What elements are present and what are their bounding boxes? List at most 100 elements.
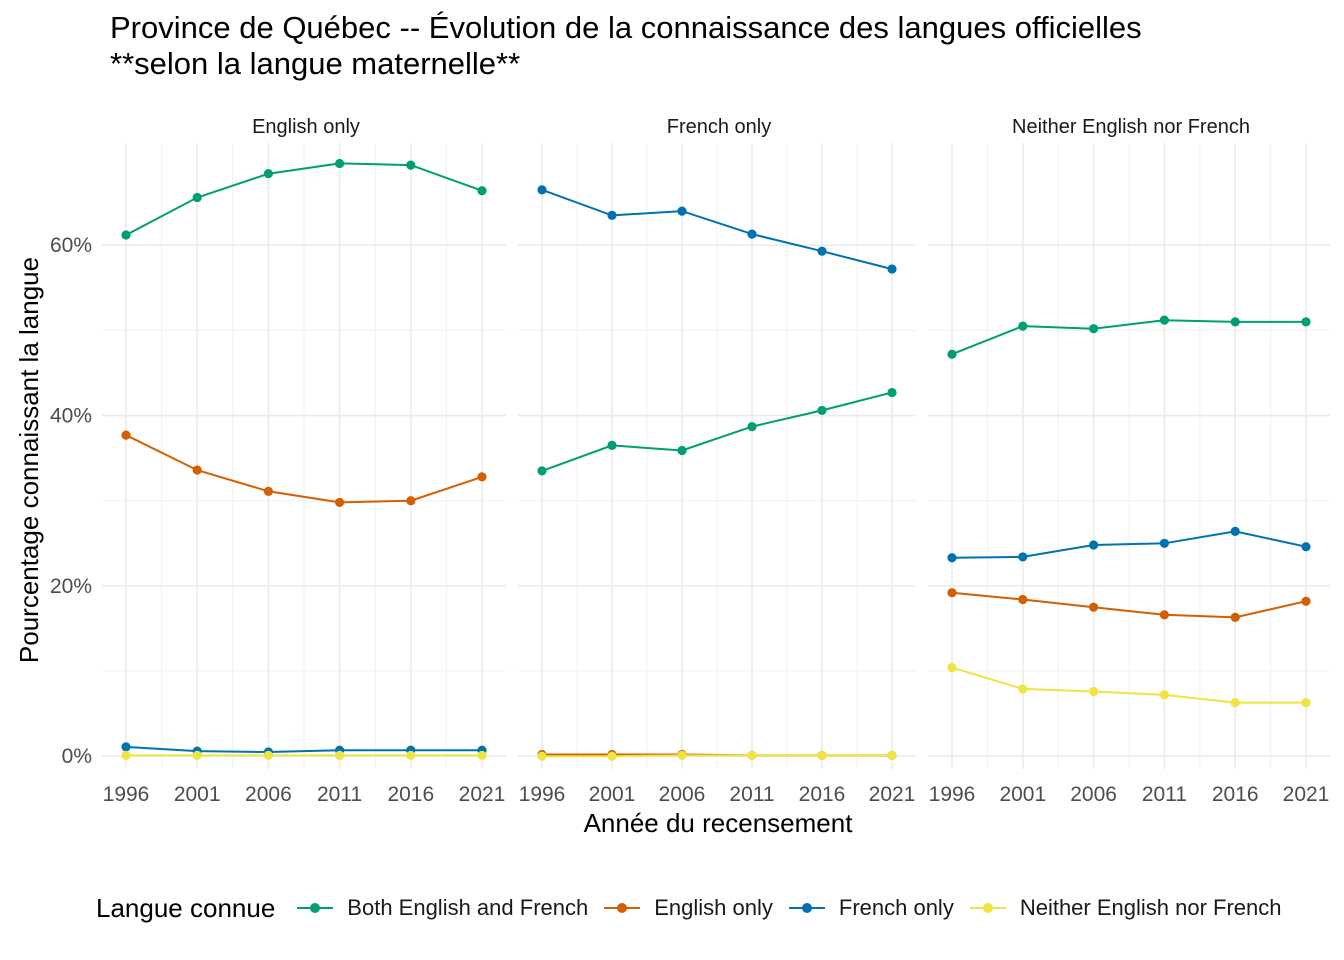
data-point-neither-english-nor-french bbox=[121, 750, 131, 760]
data-point-neither-english-nor-french bbox=[406, 750, 416, 760]
data-point-french-only bbox=[677, 206, 687, 216]
series-line-neither-english-nor-french bbox=[951, 666, 1306, 704]
data-point-french-only bbox=[537, 185, 547, 195]
data-point-french-only bbox=[817, 246, 827, 256]
facet-strip-label: English only bbox=[252, 116, 360, 138]
data-point-both-english-and-french bbox=[1159, 315, 1169, 325]
x-tick-label: 2021 bbox=[1283, 783, 1330, 806]
legend-label: Neither English nor French bbox=[1019, 895, 1282, 920]
data-point-english-only bbox=[263, 486, 273, 496]
series-line-english-only bbox=[125, 434, 483, 504]
data-point-both-english-and-french bbox=[747, 422, 757, 432]
data-point-english-only bbox=[1159, 610, 1169, 620]
data-point-both-english-and-french bbox=[1089, 324, 1099, 334]
facet-panel-neither-english-nor-french: Neither English nor French 1996 2001 2006 20… bbox=[928, 116, 1330, 806]
x-tick-label: 1996 bbox=[929, 783, 976, 806]
y-tick-label: 20% bbox=[50, 575, 92, 598]
series-line-both-english-and-french bbox=[125, 162, 483, 236]
facet-panel-french-only: French only 1996 2001 2006 2011 2016 2021 bbox=[518, 116, 916, 806]
data-point-both-english-and-french bbox=[121, 230, 131, 240]
x-tick-label: 2006 bbox=[245, 783, 292, 806]
x-tick-label: 2011 bbox=[317, 783, 362, 806]
data-point-neither-english-nor-french bbox=[263, 750, 273, 760]
data-point-both-english-and-french bbox=[1230, 317, 1240, 327]
y-tick-label: 0% bbox=[62, 745, 92, 768]
data-point-neither-english-nor-french bbox=[817, 750, 827, 760]
data-point-french-only bbox=[1159, 538, 1169, 548]
legend-title: Langue connue bbox=[96, 892, 276, 923]
legend-label: French only bbox=[838, 895, 954, 920]
data-point-english-only bbox=[1089, 602, 1099, 612]
x-tick-label: 2006 bbox=[1070, 783, 1117, 806]
data-point-neither-english-nor-french bbox=[947, 663, 957, 673]
x-tick-label: 2001 bbox=[589, 783, 636, 806]
data-point-both-english-and-french bbox=[406, 160, 416, 170]
series-line-both-english-and-french bbox=[541, 391, 893, 472]
data-point-neither-english-nor-french bbox=[537, 751, 547, 761]
data-point-neither-english-nor-french bbox=[887, 750, 897, 760]
series-line-english-only bbox=[951, 591, 1307, 619]
x-tick-label: 2001 bbox=[174, 783, 221, 806]
data-point-both-english-and-french bbox=[817, 405, 827, 416]
data-point-english-only bbox=[1301, 596, 1311, 606]
x-tick-label: 2021 bbox=[869, 783, 916, 806]
data-point-both-english-and-french bbox=[887, 387, 897, 398]
data-point-english-only bbox=[477, 472, 487, 482]
series-line-french-only bbox=[125, 745, 482, 754]
data-point-both-english-and-french bbox=[1018, 321, 1028, 331]
x-tick-label: 2011 bbox=[729, 783, 774, 806]
data-point-neither-english-nor-french bbox=[1230, 697, 1240, 708]
chart-title-line-2: **selon la langue maternelle** bbox=[110, 46, 521, 81]
legend-key bbox=[293, 898, 337, 918]
data-point-both-english-and-french bbox=[537, 466, 547, 476]
data-point-neither-english-nor-french bbox=[477, 750, 487, 760]
data-point-english-only bbox=[406, 496, 416, 506]
data-point-neither-english-nor-french bbox=[1089, 686, 1099, 697]
series-line-both-english-and-french bbox=[951, 319, 1306, 356]
legend-item-neither-english-nor-french: Neither English nor French bbox=[966, 895, 1282, 921]
x-tick-label: 2016 bbox=[799, 783, 846, 806]
data-point-both-english-and-french bbox=[1301, 317, 1311, 327]
data-point-french-only bbox=[607, 210, 617, 220]
data-point-english-only bbox=[335, 497, 345, 508]
chart-title-line-1: Province de Québec -- Évolution de la co… bbox=[110, 10, 1142, 45]
legend-key bbox=[785, 898, 829, 918]
y-axis-label: Pourcentage connaissant la langue bbox=[14, 256, 44, 664]
data-point-french-only bbox=[887, 264, 897, 274]
x-axis-label: Année du recensement bbox=[583, 808, 853, 838]
data-point-neither-english-nor-french bbox=[1301, 697, 1311, 708]
chart-title: Province de Québec -- Évolution de la co… bbox=[110, 10, 1142, 82]
series-line-neither-english-nor-french bbox=[542, 754, 892, 758]
data-point-english-only bbox=[947, 588, 957, 598]
data-point-both-english-and-french bbox=[335, 158, 345, 169]
y-tick-label: 40% bbox=[50, 405, 92, 428]
series-line-french-only bbox=[951, 530, 1307, 559]
legend-label: Both English and French bbox=[347, 895, 589, 920]
facet-strip-label: French only bbox=[667, 116, 772, 138]
data-point-both-english-and-french bbox=[477, 186, 487, 196]
x-tick-label: 2011 bbox=[1142, 783, 1187, 806]
data-point-neither-english-nor-french bbox=[192, 750, 202, 760]
data-point-english-only bbox=[1230, 612, 1240, 622]
data-point-french-only bbox=[1089, 540, 1099, 550]
data-point-neither-english-nor-french bbox=[1159, 690, 1169, 700]
data-point-both-english-and-french bbox=[192, 192, 202, 203]
data-point-french-only bbox=[1018, 552, 1028, 562]
legend-item-french-only: French only bbox=[785, 895, 954, 921]
x-tick-label: 2006 bbox=[659, 783, 706, 806]
data-point-english-only bbox=[192, 465, 202, 475]
data-point-french-only bbox=[947, 553, 957, 563]
legend-key bbox=[966, 898, 1010, 918]
legend-key bbox=[600, 898, 644, 918]
facet-strip-label: Neither English nor French bbox=[1012, 116, 1250, 138]
legend-items: Both English and French English only Frenc… bbox=[293, 895, 1293, 921]
data-point-english-only bbox=[1018, 594, 1028, 605]
data-point-neither-english-nor-french bbox=[335, 750, 345, 760]
data-point-french-only bbox=[1230, 526, 1240, 536]
x-tick-label: 1996 bbox=[103, 783, 150, 806]
data-point-both-english-and-french bbox=[947, 349, 957, 359]
data-point-neither-english-nor-french bbox=[1018, 684, 1028, 694]
legend-item-both-english-and-french: Both English and French bbox=[293, 895, 588, 921]
facet-panel-english-only: English only 1996 2001 2006 2011 2016 2021 bbox=[102, 116, 506, 806]
